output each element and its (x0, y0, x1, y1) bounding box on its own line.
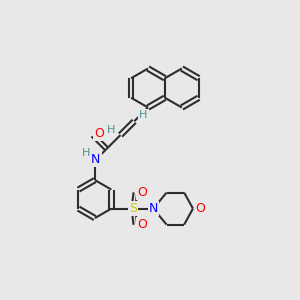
Text: H: H (139, 110, 147, 120)
Text: N: N (149, 202, 158, 215)
Text: O: O (137, 186, 147, 199)
Text: H: H (82, 148, 90, 158)
Text: O: O (94, 127, 104, 140)
Text: S: S (129, 202, 137, 215)
Text: O: O (195, 202, 205, 215)
Text: H: H (107, 125, 116, 135)
Text: O: O (137, 218, 147, 231)
Text: N: N (91, 153, 101, 166)
